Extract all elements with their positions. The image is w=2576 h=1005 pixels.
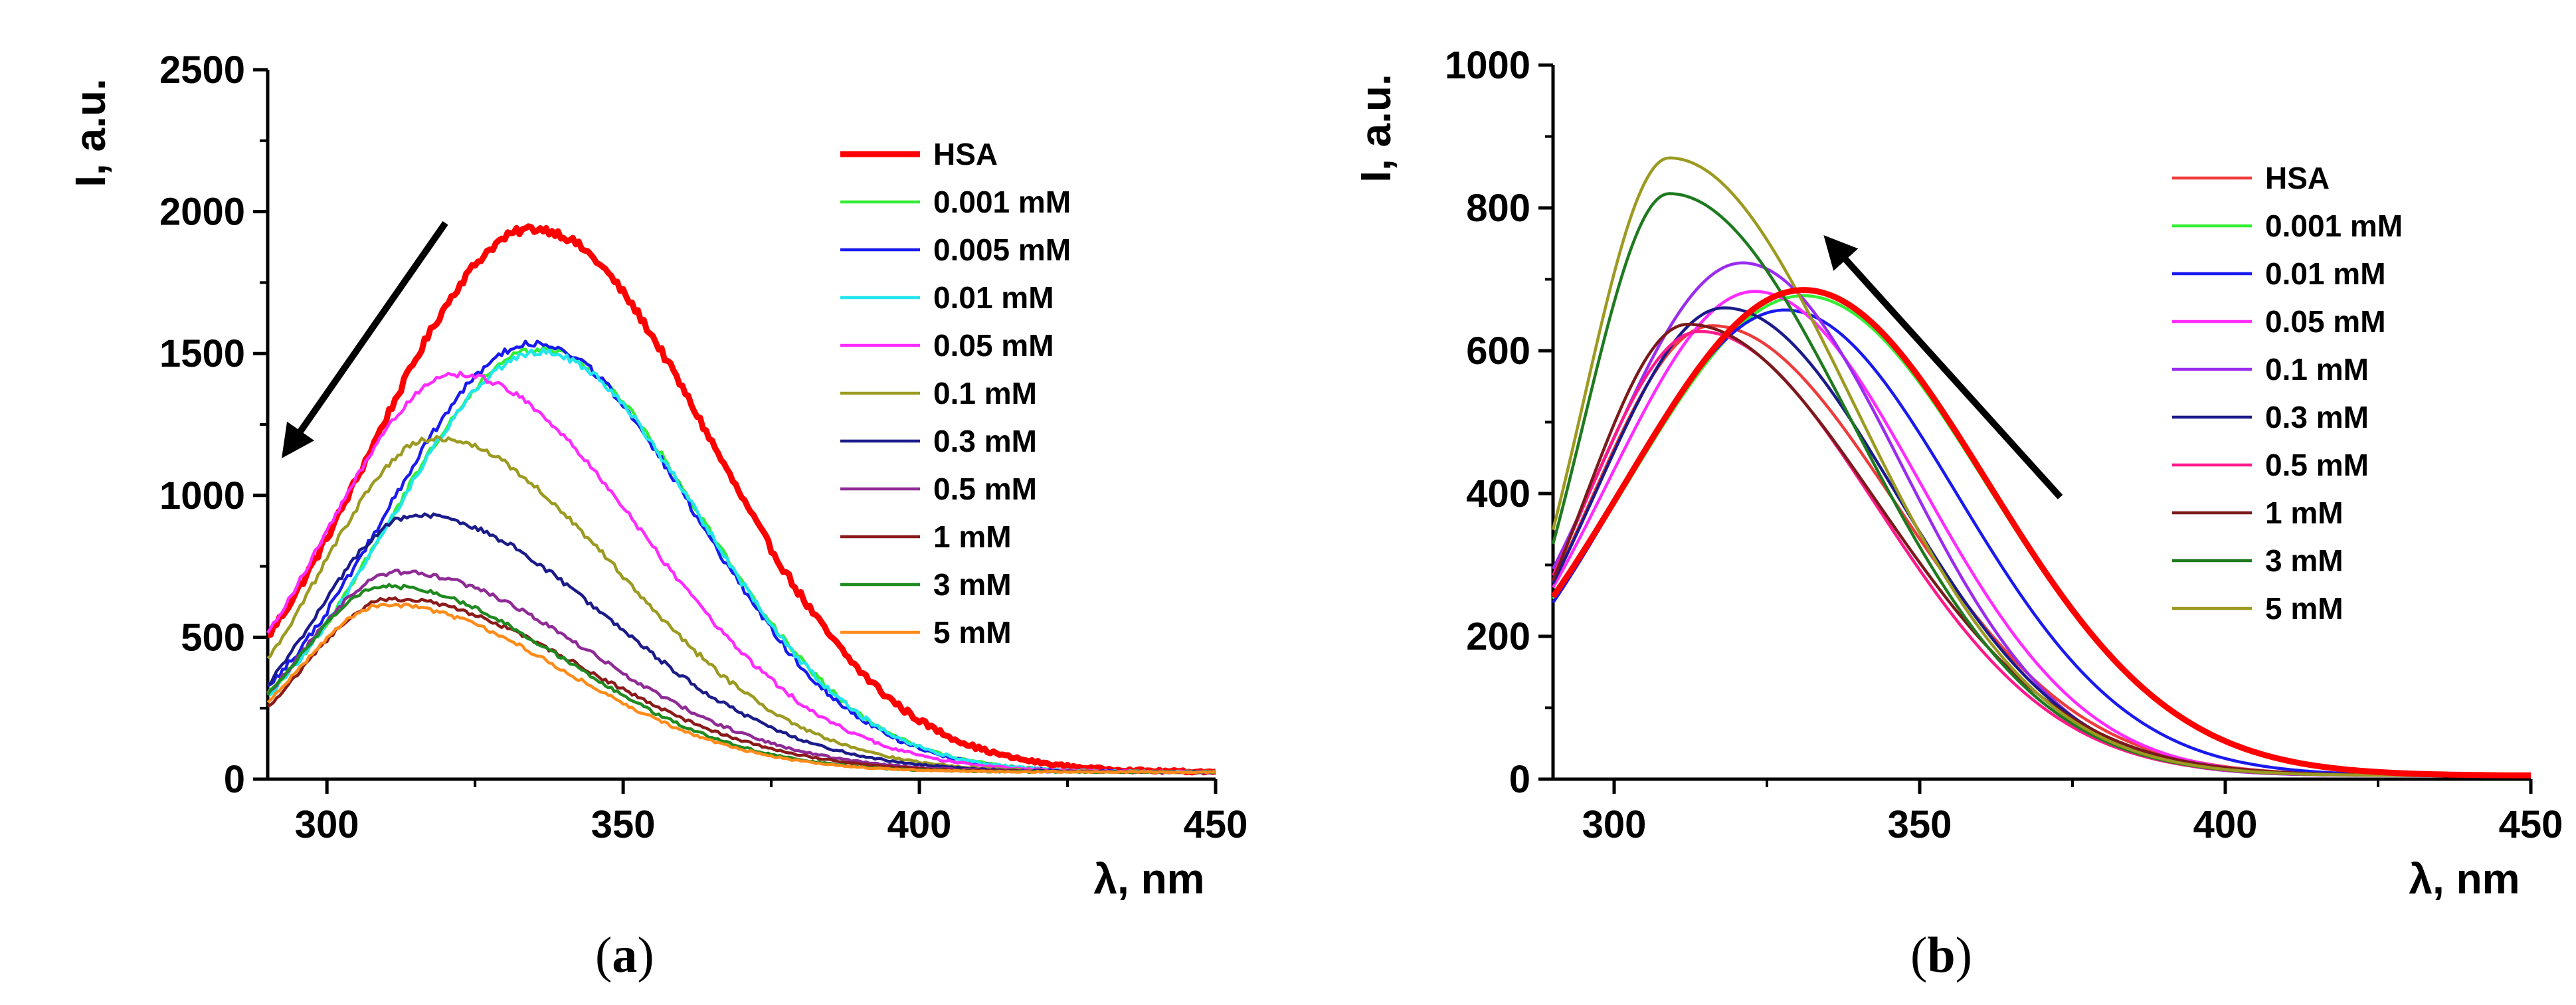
x-tick-label-a: 400 [887, 803, 952, 846]
caption-b: (b) [1910, 927, 1972, 983]
legend-label-a: 0.001 mM [933, 185, 1071, 219]
legend-label-a: 1 mM [933, 519, 1012, 554]
legend-label-b: 0.1 mM [2265, 352, 2369, 387]
chart-a: 0 500 1000 1500 2000 2500 300 350 400 450 λ, nm I, … [66, 48, 1247, 903]
legend-label-b: 1 mM [2265, 496, 2344, 530]
legend-label-b: 0.3 mM [2265, 400, 2369, 434]
caption-b-letter: b [1927, 927, 1956, 983]
legend-label-b: 0.001 mM [2265, 209, 2403, 243]
y-tick-label-a: 500 [181, 616, 245, 659]
series-line-b-hsa-bold [1550, 287, 2531, 778]
series-line-a-3-mm [266, 583, 1216, 775]
series-line-a-hsa [267, 223, 1216, 776]
legend-label-a: 0.3 mM [933, 424, 1037, 458]
legend-label-b: 3 mM [2265, 543, 2344, 578]
y-tick-label-b: 0 [1509, 758, 1530, 801]
legend-label-b: 0.05 mM [2265, 304, 2386, 339]
series-line-a-0-001-mm [266, 345, 1216, 775]
legend-label-a: HSA [933, 137, 998, 171]
series-line-a-0-005-mm [267, 339, 1216, 775]
y-tick-label-a: 1000 [159, 474, 245, 517]
x-tick-label-b: 350 [1888, 803, 1952, 846]
y-axis-label-a: I, a.u. [66, 78, 114, 187]
trend-arrow-b [1823, 234, 2063, 500]
legend-label-a: 0.5 mM [933, 472, 1037, 506]
y-tick-label-a: 2500 [159, 48, 245, 92]
y-axis-label-b: I, a.u. [1352, 74, 1400, 183]
legend-label-a: 0.01 mM [933, 280, 1054, 315]
y-tick-label-b: 600 [1466, 329, 1530, 373]
series-line-b-5-mm [1551, 156, 2531, 777]
legend-label-a: 0.05 mM [933, 328, 1054, 363]
x-axis-label-b: λ, nm [2409, 855, 2520, 903]
trend-arrow-a [282, 221, 448, 458]
legend-label-a: 5 mM [933, 615, 1012, 650]
caption-a-letter: a [612, 927, 638, 983]
axes-b [1551, 65, 2531, 781]
legend-label-a: 0.1 mM [933, 376, 1037, 411]
chart-b: 0 200 400 600 800 1000 300 350 400 450 λ, nm I, a.u… [1352, 44, 2563, 903]
x-tick-label-b: 450 [2499, 803, 2563, 846]
y-tick-label-b: 200 [1466, 615, 1530, 658]
y-tick-label-b: 800 [1466, 187, 1530, 230]
caption-a: (a) [595, 927, 654, 983]
series-line-a-0-01-mm [267, 347, 1216, 775]
x-tick-label-a: 350 [591, 803, 656, 846]
y-tick-label-b: 1000 [1445, 44, 1530, 87]
axes-a [266, 70, 1216, 781]
x-axis-label-a: λ, nm [1093, 855, 1204, 903]
x-tick-label-a: 450 [1184, 803, 1248, 846]
x-tick-label-a: 300 [295, 803, 359, 846]
y-tick-label-a: 1500 [159, 332, 245, 375]
y-tick-label-a: 0 [224, 758, 245, 801]
series-line-a-5-mm [266, 602, 1216, 775]
legend-label-a: 3 mM [933, 567, 1012, 602]
y-tick-label-a: 2000 [159, 191, 245, 234]
legend-label-b: 5 mM [2265, 591, 2344, 626]
y-tick-label-b: 400 [1466, 472, 1530, 515]
legend-label-a: 0.005 mM [933, 232, 1071, 267]
x-tick-label-b: 300 [1582, 803, 1647, 846]
x-tick-label-b: 400 [2193, 803, 2258, 846]
legend-label-b: HSA [2265, 161, 2330, 195]
series-line-b-0-5-mm [1551, 329, 2531, 777]
legend-label-b: 0.5 mM [2265, 448, 2369, 482]
legend-label-b: 0.01 mM [2265, 256, 2386, 291]
